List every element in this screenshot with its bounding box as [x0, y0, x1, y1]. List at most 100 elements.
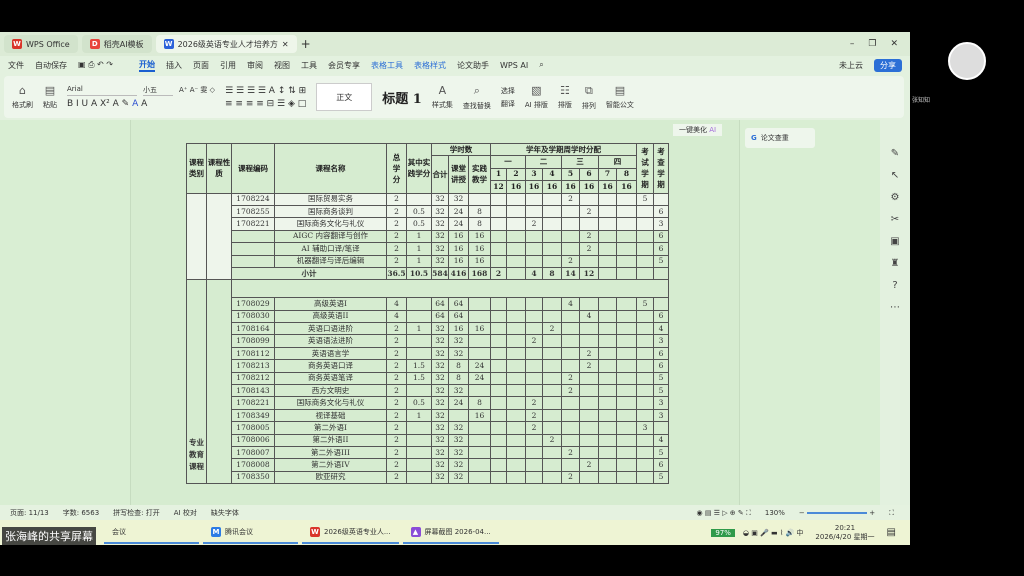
- taskbar-wps[interactable]: W 2026级英语专业人...: [302, 522, 399, 544]
- menu-paper-assistant[interactable]: 论文助手: [457, 60, 489, 70]
- status-bar: 页面: 11/13 字数: 6563 拼写检查: 打开 AI 校对 缺失字体 ◉…: [0, 505, 910, 521]
- plagiarism-check-button[interactable]: G 论文查重: [745, 128, 815, 148]
- find-replace-button[interactable]: ⌕ 查找替换: [462, 83, 491, 110]
- format-painter-button[interactable]: ⌂ 格式刷: [12, 84, 33, 109]
- shirt-icon[interactable]: ♜: [890, 258, 900, 269]
- arrange-button[interactable]: ⧉ 排列: [581, 83, 596, 110]
- table-cell: [490, 421, 508, 435]
- table-cell: 2: [386, 396, 407, 410]
- notification-icon[interactable]: ▤: [886, 527, 896, 538]
- style-set-button[interactable]: A 样式集: [431, 84, 453, 109]
- tab-docer[interactable]: D 稻壳AI模板: [81, 35, 152, 53]
- search-icon[interactable]: ⌕: [539, 60, 544, 69]
- restore-button[interactable]: ❐: [868, 39, 877, 49]
- cloud-button[interactable]: 未上云: [839, 60, 863, 70]
- more-icon[interactable]: ⋯: [890, 302, 900, 313]
- pen-icon[interactable]: ✎: [890, 148, 900, 159]
- menu-view[interactable]: 视图: [274, 60, 290, 70]
- menu-home[interactable]: 开始: [139, 59, 155, 72]
- table-cell: 6: [653, 242, 670, 256]
- table-cell: [579, 396, 600, 410]
- table-cell: 2: [579, 242, 600, 256]
- view-mode-icons[interactable]: ◉ ▤ ☰ ▷ ⊕ ✎ ⛶: [696, 508, 751, 517]
- tab-wps-office[interactable]: W WPS Office: [4, 35, 78, 53]
- image-icon[interactable]: ▣: [890, 236, 900, 247]
- close-icon[interactable]: ✕: [281, 39, 289, 49]
- fullscreen-icon[interactable]: ⛶: [889, 508, 894, 517]
- table-row: 1708221 国际商务文化与礼仪 2 0.5 32 24 8 2 3: [187, 217, 670, 231]
- zoom-slider[interactable]: − +: [798, 509, 876, 517]
- table-cell: 32: [431, 421, 449, 435]
- header-year: 四: [598, 155, 638, 169]
- tab-document[interactable]: W 2026级英语专业人才培养方 ✕: [155, 35, 297, 53]
- smart-doc-button[interactable]: ▤ 智能公文: [605, 84, 634, 109]
- translate-button[interactable]: 翻译: [500, 99, 515, 108]
- menu-insert[interactable]: 插入: [166, 60, 182, 70]
- close-window-button[interactable]: ✕: [890, 39, 898, 49]
- table-row: 1708213 商务英语口译 2 1.5 32 8 24 2 6: [187, 359, 670, 373]
- missing-font[interactable]: 缺失字体: [210, 509, 239, 517]
- taskbar-meeting[interactable]: 会议: [104, 522, 199, 544]
- clock[interactable]: 20:21 2026/4/20 星期一: [815, 523, 875, 541]
- table-cell: [542, 408, 563, 423]
- table-cell: [467, 433, 492, 448]
- font-select[interactable]: Arial: [67, 85, 137, 96]
- menu-file[interactable]: 文件: [8, 60, 24, 70]
- zoom-level[interactable]: 130%: [764, 509, 785, 517]
- table-cell: 2: [386, 254, 407, 268]
- minimize-button[interactable]: –: [849, 39, 855, 49]
- menu-wps-ai[interactable]: WPS AI: [500, 60, 529, 70]
- paste-button[interactable]: ▤ 粘贴: [43, 84, 57, 109]
- word-count[interactable]: 字数: 6563: [62, 509, 100, 517]
- table-cell: [598, 396, 618, 410]
- menu-table-tools[interactable]: 表格工具: [371, 60, 403, 70]
- font-size-select[interactable]: 小五: [143, 85, 173, 96]
- course-code: 1708112: [231, 346, 275, 361]
- subtotal-cell: [636, 266, 655, 281]
- table-cell: [490, 217, 508, 231]
- cursor-icon[interactable]: ↖: [890, 170, 900, 181]
- table-row: 1708005 第二外语I 2 32 32 2 3: [187, 421, 670, 435]
- sliders-icon[interactable]: ⚙: [890, 192, 900, 203]
- table-cell: 2: [386, 346, 407, 361]
- taskbar-screenshot[interactable]: ▲ 屏幕截图 2026-04...: [402, 522, 499, 544]
- style-normal[interactable]: 正文: [316, 83, 373, 111]
- menu-member[interactable]: 会员专享: [328, 60, 360, 70]
- table-row: 1708143 西方文明史 2 32 32 2 5: [187, 384, 670, 398]
- table-cell: [542, 192, 563, 206]
- select-button[interactable]: 选择: [500, 86, 515, 95]
- table-row: 1708112 英语语言学 2 32 32 2 6: [187, 346, 670, 361]
- menu-references[interactable]: 引用: [220, 60, 236, 70]
- battery-indicator[interactable]: 97%: [711, 528, 735, 537]
- table-cell: [506, 254, 527, 268]
- ai-layout-button[interactable]: ▧ AI 排版: [524, 84, 548, 109]
- table-cell: 32: [448, 334, 469, 348]
- menu-tools[interactable]: 工具: [301, 60, 317, 70]
- table-cell: [616, 384, 638, 398]
- menu-table-style[interactable]: 表格样式: [414, 60, 446, 70]
- share-button[interactable]: 分享: [874, 58, 902, 72]
- ai-proofread[interactable]: AI 校对: [173, 509, 197, 517]
- help-icon[interactable]: ?: [892, 280, 898, 291]
- paragraph-icons[interactable]: ☰ ☰ ☰ ☰ A ↕ ⇅ ⊞ ≡ ≡ ≡ ≡ ⊟ ☰ ◈ □: [225, 85, 307, 109]
- style-icon: A: [438, 84, 447, 97]
- taskbar-tencent-meeting[interactable]: M 腾讯会议: [203, 522, 298, 544]
- style-heading-1[interactable]: 标题 1: [382, 91, 422, 107]
- page-indicator[interactable]: 页面: 11/13: [10, 509, 49, 517]
- font-grow-icons[interactable]: A⁺ A⁻ 雯 ◇: [179, 86, 216, 94]
- format-icons[interactable]: B I U A X² A ✎ A A: [67, 99, 148, 109]
- autosave-toggle[interactable]: 自动保存: [35, 60, 67, 70]
- new-tab-button[interactable]: +: [300, 37, 311, 51]
- menu-page[interactable]: 页面: [193, 60, 209, 70]
- tray-icons[interactable]: ◒ ▣ 🎤 ▬ ⌇ 🔊 中: [742, 528, 804, 537]
- layout-button[interactable]: ☷ 排版: [557, 84, 572, 109]
- avatar[interactable]: [948, 42, 986, 80]
- document-page[interactable]: 一键美化 AI 课程类别 课程性质 课程编码 课程名称 总学分 其中实践学分 学时数 学年及学…: [130, 120, 740, 505]
- tools-icon[interactable]: ✂: [890, 214, 900, 225]
- course-name: 商务英语笔译: [274, 371, 387, 386]
- course-code: 1708006: [231, 433, 275, 448]
- menu-review[interactable]: 审阅: [247, 60, 263, 70]
- beautify-button[interactable]: 一键美化 AI: [673, 124, 723, 136]
- table-cell: 2: [579, 204, 600, 219]
- spell-check[interactable]: 拼写检查: 打开: [113, 509, 160, 517]
